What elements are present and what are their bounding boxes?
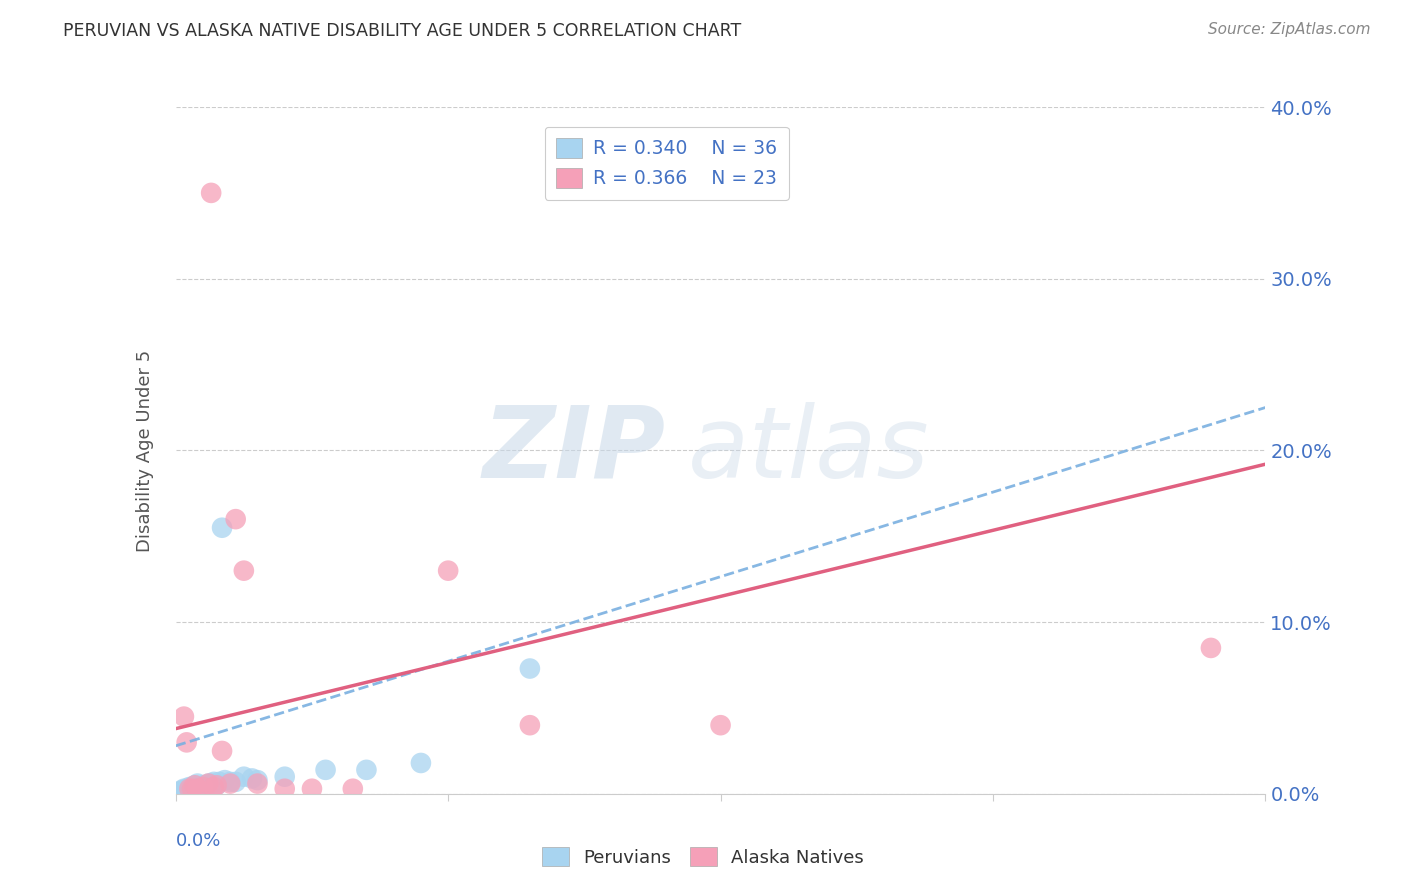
- Point: [179, 780, 201, 794]
- Point: [409, 756, 432, 770]
- Point: [176, 735, 198, 749]
- Point: [519, 718, 541, 732]
- Text: ZIP: ZIP: [484, 402, 666, 499]
- Point: [181, 781, 204, 796]
- Point: [211, 744, 233, 758]
- Point: [202, 775, 225, 789]
- Point: [181, 780, 204, 794]
- Point: [186, 780, 209, 794]
- Point: [301, 781, 323, 796]
- Point: [179, 781, 201, 796]
- Point: [197, 776, 219, 790]
- Point: [519, 661, 541, 675]
- Point: [194, 778, 217, 792]
- Point: [184, 778, 207, 792]
- Y-axis label: Disability Age Under 5: Disability Age Under 5: [136, 350, 155, 551]
- Point: [219, 776, 242, 790]
- Point: [191, 781, 214, 796]
- Point: [197, 776, 219, 790]
- Point: [170, 783, 193, 797]
- Point: [274, 770, 297, 784]
- Point: [186, 776, 209, 790]
- Point: [186, 781, 209, 796]
- Point: [200, 776, 222, 790]
- Point: [232, 564, 254, 578]
- Point: [200, 186, 222, 200]
- Point: [356, 763, 378, 777]
- Point: [246, 776, 269, 790]
- Point: [188, 780, 211, 794]
- Point: [274, 781, 297, 796]
- Point: [173, 783, 195, 797]
- Point: [173, 709, 195, 723]
- Point: [191, 778, 214, 792]
- Point: [205, 778, 228, 792]
- Point: [240, 772, 263, 786]
- Point: [710, 718, 733, 732]
- Point: [179, 781, 201, 796]
- Point: [173, 781, 195, 796]
- Point: [211, 521, 233, 535]
- Point: [246, 773, 269, 788]
- Point: [184, 781, 207, 796]
- Point: [232, 770, 254, 784]
- Point: [191, 780, 214, 794]
- Point: [342, 781, 364, 796]
- Text: PERUVIAN VS ALASKA NATIVE DISABILITY AGE UNDER 5 CORRELATION CHART: PERUVIAN VS ALASKA NATIVE DISABILITY AGE…: [63, 22, 741, 40]
- Point: [225, 512, 247, 526]
- Point: [167, 785, 190, 799]
- Point: [219, 775, 242, 789]
- Legend: Peruvians, Alaska Natives: Peruvians, Alaska Natives: [534, 840, 872, 874]
- Point: [170, 785, 193, 799]
- Text: Source: ZipAtlas.com: Source: ZipAtlas.com: [1208, 22, 1371, 37]
- Point: [184, 778, 207, 792]
- Point: [176, 781, 198, 796]
- Point: [208, 775, 231, 789]
- Text: 0.0%: 0.0%: [176, 831, 221, 850]
- Point: [437, 564, 460, 578]
- Point: [205, 778, 228, 792]
- Point: [1199, 640, 1222, 655]
- Point: [225, 775, 247, 789]
- Legend: R = 0.340    N = 36, R = 0.366    N = 23: R = 0.340 N = 36, R = 0.366 N = 23: [544, 127, 789, 200]
- Point: [202, 780, 225, 794]
- Point: [315, 763, 337, 777]
- Point: [176, 783, 198, 797]
- Text: atlas: atlas: [688, 402, 929, 499]
- Point: [181, 781, 204, 796]
- Point: [214, 773, 236, 788]
